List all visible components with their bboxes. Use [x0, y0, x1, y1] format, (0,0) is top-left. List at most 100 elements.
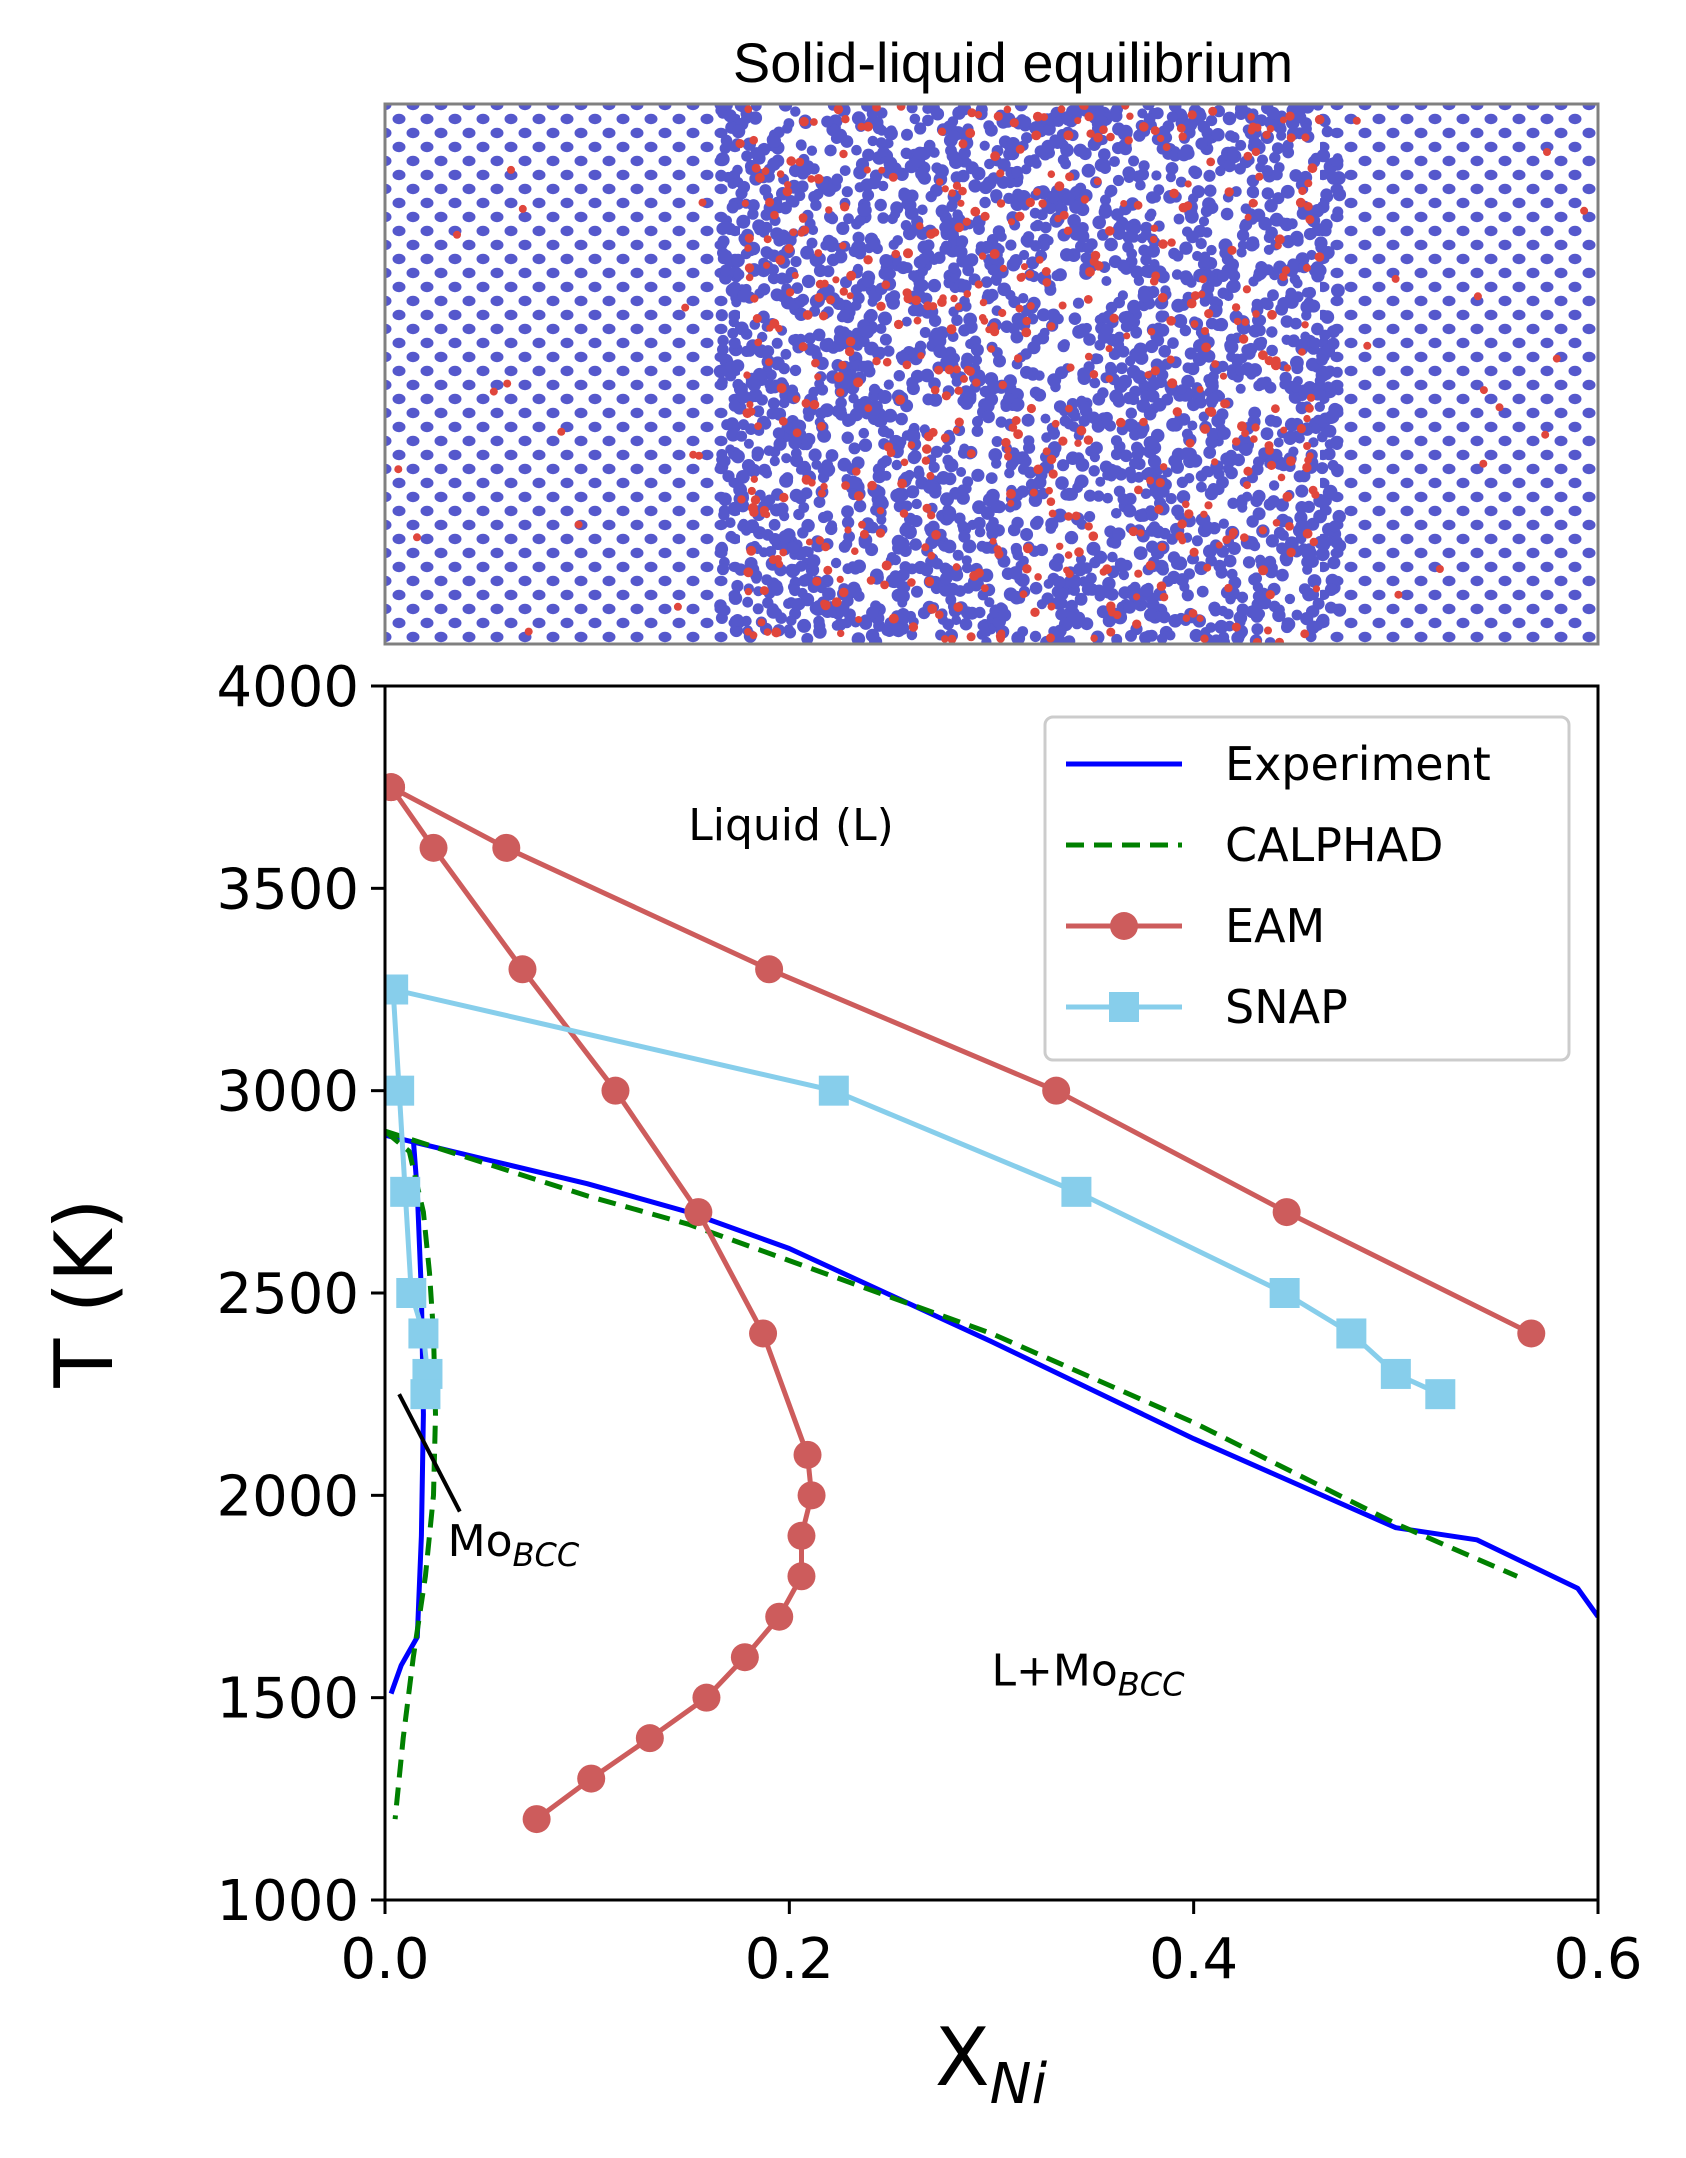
- series-calphad: [385, 1128, 1519, 1820]
- ni-atom: [1056, 542, 1064, 550]
- mo-atom: [759, 417, 772, 430]
- ni-atom: [940, 433, 950, 443]
- mo-atom: [791, 282, 804, 294]
- ni-atom: [962, 217, 971, 226]
- mo-atom: [1220, 452, 1234, 466]
- mo-atom: [1102, 492, 1113, 504]
- mo-atom: [833, 618, 847, 631]
- mo-atom: [1055, 366, 1068, 380]
- ni-atom: [1251, 147, 1261, 157]
- mo-atom: [735, 430, 748, 442]
- mo-atom: [1144, 211, 1156, 222]
- ni-atom: [966, 449, 976, 458]
- ni-atom: [735, 139, 745, 149]
- mo-atom: [718, 509, 730, 521]
- mo-atom: [912, 303, 926, 317]
- mo-atom: [752, 405, 765, 418]
- ni-atom: [907, 578, 916, 587]
- ni-atom: [937, 127, 947, 136]
- mo-atom: [731, 449, 745, 464]
- mo-atom: [1309, 337, 1322, 350]
- mo-atom: [1102, 419, 1113, 430]
- mo-atom: [875, 137, 887, 149]
- mo-atom: [747, 378, 761, 392]
- mo-atom: [1196, 481, 1207, 493]
- ni-atom: [814, 249, 823, 257]
- mo-atom: [1130, 265, 1144, 279]
- mo-atom: [851, 456, 865, 470]
- mo-atom: [1290, 381, 1302, 393]
- mo-atom: [1060, 158, 1071, 170]
- mo-atom: [972, 500, 986, 515]
- ni-atom: [987, 345, 996, 353]
- ni-atom: [1011, 416, 1021, 425]
- data-point: [684, 1198, 713, 1227]
- ni-atom: [1008, 423, 1018, 432]
- mo-atom: [1146, 389, 1160, 403]
- ni-atom: [1086, 129, 1095, 138]
- ni-atom: [489, 387, 498, 396]
- mo-atom: [1148, 521, 1161, 533]
- label-pointer-line: [397, 1393, 462, 1513]
- mo-atom: [875, 323, 887, 335]
- y-tick-label: 2000: [216, 1464, 359, 1529]
- mo-atom: [747, 199, 760, 212]
- mo-atom: [1017, 626, 1029, 637]
- mo-atom: [1093, 584, 1105, 596]
- ni-atom: [1137, 529, 1145, 537]
- ni-atom: [1004, 452, 1013, 461]
- mo-atom: [1198, 216, 1210, 227]
- mo-atom: [991, 436, 1003, 447]
- mo-atom: [1175, 573, 1189, 587]
- mo-atom: [861, 104, 874, 112]
- ni-atom: [1084, 522, 1093, 531]
- mo-atom: [1173, 213, 1185, 225]
- ni-atom: [1025, 270, 1034, 279]
- ni-atom: [1247, 113, 1255, 121]
- ni-atom: [1473, 292, 1482, 301]
- mo-atom: [767, 397, 780, 410]
- mo-atom: [1306, 249, 1317, 261]
- mo-atom: [1208, 371, 1219, 382]
- mo-atom: [1112, 174, 1125, 187]
- ni-atom: [875, 528, 886, 538]
- ni-atom: [846, 270, 857, 281]
- data-point: [692, 1683, 721, 1712]
- mo-atom: [1092, 392, 1106, 406]
- mo-atom: [1123, 504, 1137, 518]
- mo-atom: [843, 213, 854, 225]
- mo-atom: [715, 152, 730, 167]
- ni-atom: [1182, 614, 1191, 622]
- mo-atom: [824, 144, 836, 157]
- mo-atom: [1179, 241, 1193, 255]
- mo-atom: [1099, 162, 1111, 174]
- mo-atom: [1088, 465, 1100, 477]
- mo-atom: [1251, 623, 1264, 636]
- mo-atom: [954, 245, 968, 259]
- mo-atom: [1095, 476, 1106, 487]
- mo-atom: [716, 376, 728, 388]
- mo-atom: [1092, 215, 1106, 230]
- ni-atom: [792, 428, 802, 438]
- ni-atom: [888, 613, 899, 624]
- mo-atom: [1147, 454, 1162, 469]
- ni-atom: [681, 303, 690, 312]
- mo-atom: [1264, 199, 1278, 213]
- mo-atom: [1109, 156, 1120, 167]
- mo-atom: [1120, 320, 1133, 333]
- ni-atom: [922, 444, 932, 454]
- ni-atom: [1047, 322, 1056, 331]
- ni-atom: [851, 547, 859, 555]
- ni-atom: [863, 166, 871, 174]
- mo-atom: [907, 430, 921, 444]
- ni-atom: [960, 374, 968, 383]
- ni-atom: [1065, 404, 1073, 413]
- mo-atom: [1126, 248, 1138, 260]
- ni-atom: [1394, 590, 1403, 599]
- ni-atom: [1120, 200, 1128, 207]
- mo-atom: [786, 565, 799, 578]
- ni-atom: [1085, 267, 1095, 277]
- ni-atom: [798, 342, 808, 352]
- mo-atom: [956, 467, 967, 477]
- ni-atom: [792, 395, 800, 403]
